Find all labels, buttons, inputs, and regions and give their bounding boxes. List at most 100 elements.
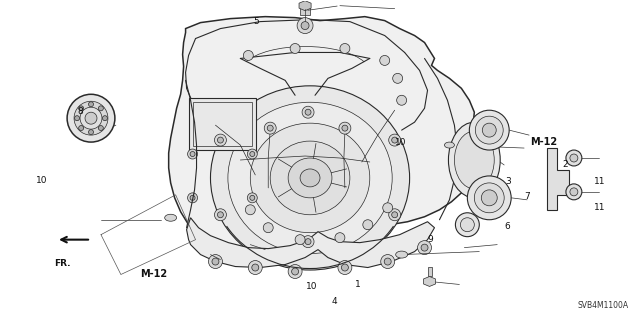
Circle shape [302,236,314,248]
Circle shape [417,241,431,255]
Text: 9: 9 [427,235,433,244]
Circle shape [302,106,314,118]
Circle shape [74,101,108,135]
Text: M-12: M-12 [140,270,168,279]
Circle shape [264,122,276,134]
Circle shape [263,223,273,233]
Circle shape [481,190,497,206]
Text: FR.: FR. [54,259,70,268]
Circle shape [188,149,198,159]
Ellipse shape [449,122,500,198]
Circle shape [340,43,350,54]
Text: 8: 8 [78,108,84,116]
Circle shape [85,112,97,124]
Circle shape [79,106,84,111]
Bar [428,267,431,277]
Circle shape [570,154,578,162]
Circle shape [75,116,79,121]
Circle shape [212,258,219,265]
Circle shape [190,152,195,157]
Circle shape [88,102,93,107]
Circle shape [380,56,390,65]
Circle shape [67,94,115,142]
Circle shape [393,73,403,83]
Text: 10: 10 [36,176,48,185]
Circle shape [188,193,198,203]
Text: SVB4M1100A: SVB4M1100A [577,301,628,310]
Circle shape [218,212,223,218]
Circle shape [88,130,93,135]
Circle shape [570,188,578,196]
Ellipse shape [396,251,408,258]
Circle shape [305,239,311,245]
Circle shape [469,110,509,150]
Circle shape [268,125,273,131]
Circle shape [247,193,257,203]
Circle shape [214,134,227,146]
Ellipse shape [228,102,392,254]
Ellipse shape [164,214,177,221]
Ellipse shape [288,158,332,198]
Circle shape [295,235,305,245]
Text: 10: 10 [395,137,406,146]
Circle shape [288,264,302,278]
Circle shape [80,107,102,129]
Circle shape [384,258,391,265]
Circle shape [483,123,496,137]
Circle shape [341,264,348,271]
Text: 3: 3 [505,177,511,186]
Circle shape [99,126,103,130]
Circle shape [335,233,345,243]
Circle shape [476,116,503,144]
Circle shape [363,220,372,230]
Text: 11: 11 [594,177,605,186]
Circle shape [474,183,504,213]
Circle shape [99,106,103,111]
Ellipse shape [211,86,410,270]
Circle shape [79,126,84,130]
Circle shape [388,134,401,146]
Text: 4: 4 [332,297,337,306]
Circle shape [566,184,582,200]
Polygon shape [424,277,436,286]
Circle shape [290,43,300,54]
Circle shape [243,50,253,60]
Circle shape [397,95,406,105]
Circle shape [301,22,309,30]
Polygon shape [299,1,311,11]
Circle shape [252,264,259,271]
Circle shape [566,150,582,166]
Ellipse shape [300,169,320,187]
Polygon shape [547,148,569,210]
Circle shape [421,244,428,251]
Circle shape [214,209,227,221]
Circle shape [383,203,393,213]
Bar [189,98,256,150]
Text: 7: 7 [524,191,530,201]
Circle shape [392,137,397,143]
Ellipse shape [270,141,350,215]
Circle shape [342,125,348,131]
Ellipse shape [454,131,494,189]
Circle shape [218,137,223,143]
Circle shape [190,195,195,200]
Circle shape [467,176,511,220]
Circle shape [297,18,313,33]
Circle shape [338,261,352,274]
Text: M-12: M-12 [531,137,557,147]
Text: 5: 5 [253,17,259,26]
Circle shape [305,109,311,115]
Bar [300,5,310,15]
Ellipse shape [444,142,454,148]
Circle shape [248,261,262,274]
Circle shape [460,218,474,232]
Ellipse shape [250,123,370,233]
Text: 10: 10 [306,282,317,291]
Circle shape [250,195,255,200]
Circle shape [247,149,257,159]
Circle shape [388,209,401,221]
Circle shape [102,116,108,121]
Text: 1: 1 [355,279,361,288]
Circle shape [250,152,255,157]
Circle shape [392,212,397,218]
